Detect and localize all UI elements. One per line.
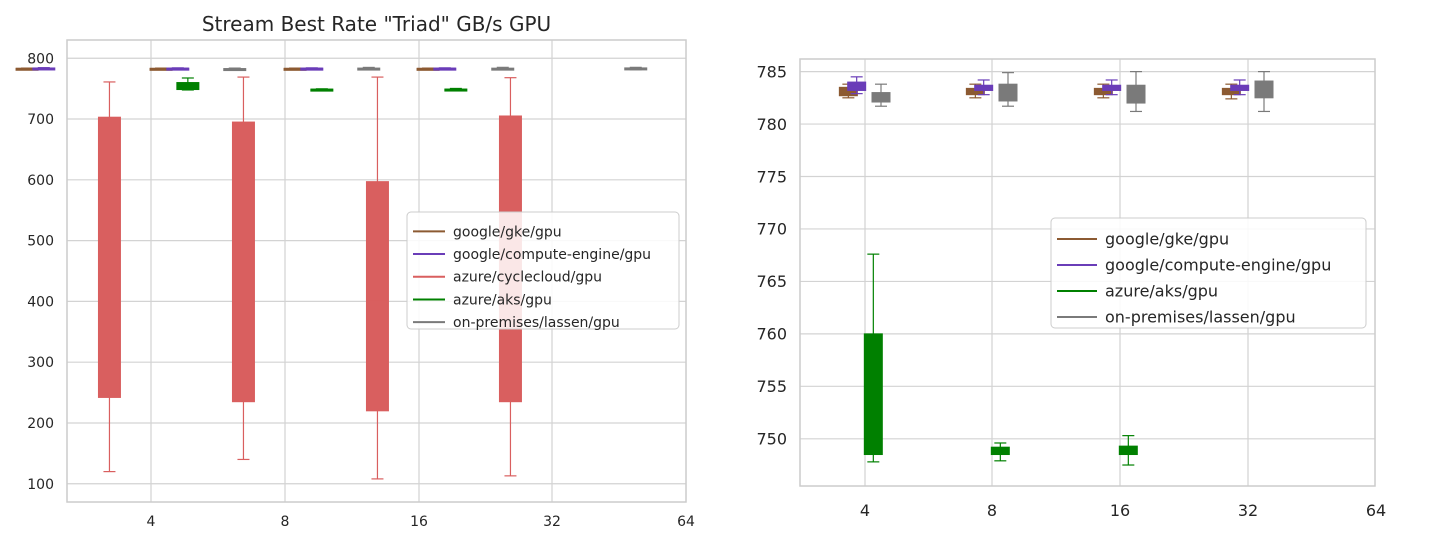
- legend-label-google-gke-gpu: google/gke/gpu: [1105, 230, 1229, 249]
- x-tick-label: 64: [1366, 501, 1386, 520]
- y-tick-label: 500: [27, 234, 54, 250]
- box-on-premises-lassen-gpu-16: [1126, 70, 1146, 113]
- legend-label-azure-aks-gpu: azure/aks/gpu: [1105, 282, 1218, 301]
- legend: google/gke/gpu google/compute-engine/gpu a…: [1050, 217, 1367, 329]
- right-box-plot-zoomed: 750 755 760 765 770 775 780 785 4 8 16 32 64 google/g…: [756, 58, 1386, 520]
- legend-label-google-compute-engine-gpu: google/compute-engine/gpu: [453, 247, 651, 263]
- y-tick-label: 600: [27, 173, 54, 189]
- box-azure-cyclecloud-gpu-8: [231, 76, 255, 461]
- box-google-compute-engine-gpu-8: [974, 79, 994, 96]
- box-on-premises-lassen-gpu-32: [624, 66, 648, 71]
- box-google-compute-engine-gpu-8: [166, 67, 190, 71]
- y-tick-label: 700: [27, 112, 54, 128]
- x-tick-label: 8: [281, 514, 290, 530]
- box-on-premises-lassen-gpu-8: [998, 72, 1018, 107]
- y-tick-label: 755: [756, 377, 787, 396]
- box-body: [365, 181, 389, 412]
- box-body: [863, 333, 883, 456]
- box-azure-aks-gpu-16: [444, 87, 468, 92]
- x-tick-label: 16: [410, 514, 428, 530]
- legend-frame: [406, 211, 680, 330]
- legend-label-google-compute-engine-gpu: google/compute-engine/gpu: [1105, 256, 1331, 275]
- x-tick-label: 32: [543, 514, 561, 530]
- legend-label-azure-cyclecloud-gpu: azure/cyclecloud/gpu: [453, 270, 602, 286]
- box-google-compute-engine-gpu-4: [32, 67, 56, 71]
- y-tick-label: 800: [27, 51, 54, 67]
- box-body: [231, 121, 255, 403]
- box-on-premises-lassen-gpu-4: [871, 83, 891, 107]
- y-tick-label: 780: [756, 115, 787, 134]
- y-tick-label: 200: [27, 416, 54, 432]
- x-tick-label: 4: [860, 501, 870, 520]
- legend-label-on-premises-lassen-gpu: on-premises/lassen/gpu: [1105, 308, 1296, 327]
- y-tick-label: 300: [27, 355, 54, 371]
- plot-frame: [799, 58, 1376, 487]
- box-body: [1126, 84, 1146, 104]
- box-google-compute-engine-gpu-32: [1230, 79, 1250, 96]
- legend-label-google-gke-gpu: google/gke/gpu: [453, 224, 562, 240]
- box-google-compute-engine-gpu-16: [1102, 79, 1122, 96]
- box-google-compute-engine-gpu-32: [433, 67, 457, 71]
- x-tick-label: 4: [147, 514, 156, 530]
- box-on-premises-lassen-gpu-32: [1254, 70, 1274, 113]
- legend-label-on-premises-lassen-gpu: on-premises/lassen/gpu: [453, 315, 620, 331]
- y-tick-label: 760: [756, 325, 787, 344]
- box-azure-aks-gpu-8: [990, 442, 1010, 462]
- legend: google/gke/gpu google/compute-engine/gpu a…: [406, 211, 680, 331]
- x-tick-label: 16: [1110, 501, 1130, 520]
- box-azure-aks-gpu-8: [310, 88, 334, 92]
- y-tick-label: 775: [756, 167, 787, 186]
- x-tick-label: 32: [1238, 501, 1258, 520]
- box-azure-aks-gpu-16: [1118, 435, 1138, 466]
- y-tick-label: 785: [756, 62, 787, 81]
- box-google-compute-engine-gpu-4: [847, 76, 867, 95]
- y-tick-label: 400: [27, 294, 54, 310]
- box-azure-cyclecloud-gpu-4: [97, 81, 121, 473]
- box-on-premises-lassen-gpu-16: [491, 66, 515, 71]
- y-tick-label: 750: [756, 430, 787, 449]
- plot-frame: [66, 39, 687, 503]
- box-google-gke-gpu-16: [283, 67, 307, 71]
- box-body: [176, 82, 200, 91]
- box-azure-cyclecloud-gpu-16: [365, 76, 389, 480]
- y-tick-label: 765: [756, 272, 787, 291]
- box-azure-aks-gpu-4: [176, 77, 200, 91]
- left-box-plot: 100 200 300 400 500 600 700 800 4 8 16 32 64 Stream B…: [15, 12, 695, 530]
- legend-frame: [1050, 217, 1367, 329]
- box-body: [97, 116, 121, 398]
- box-azure-aks-gpu-4: [863, 253, 883, 463]
- chart-title: Stream Best Rate "Triad" GB/s GPU: [202, 12, 551, 36]
- box-on-premises-lassen-gpu-8: [357, 66, 381, 71]
- legend-label-azure-aks-gpu: azure/aks/gpu: [453, 292, 552, 308]
- x-tick-label: 64: [677, 514, 695, 530]
- y-tick-label: 100: [27, 477, 54, 493]
- box-on-premises-lassen-gpu-4: [223, 67, 247, 72]
- x-tick-label: 8: [987, 501, 997, 520]
- box-google-compute-engine-gpu-16: [300, 67, 324, 71]
- y-tick-label: 770: [756, 220, 787, 239]
